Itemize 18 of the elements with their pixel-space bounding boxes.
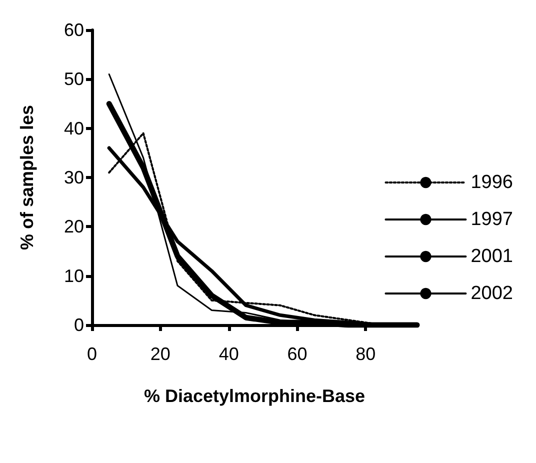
y-tick-label: 10 xyxy=(64,266,84,286)
x-axis-title: % Diacetylmorphine-Base xyxy=(144,386,366,406)
y-tick-label: 60 xyxy=(64,20,84,40)
x-tick-label: 40 xyxy=(218,344,239,364)
legend-label: 1997 xyxy=(470,209,514,230)
y-tick-label: 40 xyxy=(64,118,84,138)
y-axis-title: % of samples les xyxy=(17,104,37,250)
x-tick-label: 0 xyxy=(86,344,98,364)
x-tick-label: 80 xyxy=(356,344,376,364)
x-tick-label: 60 xyxy=(287,344,308,364)
y-tick-label: 50 xyxy=(64,69,84,90)
y-tick-label: 20 xyxy=(64,216,84,237)
y-tick-label: 0 xyxy=(74,315,84,335)
legend-label: 2001 xyxy=(470,246,514,267)
x-tick-label: 20 xyxy=(150,344,170,364)
y-tick-label: 30 xyxy=(64,168,84,188)
legend-label: 2002 xyxy=(470,283,514,304)
legend-label: 1996 xyxy=(470,172,514,193)
